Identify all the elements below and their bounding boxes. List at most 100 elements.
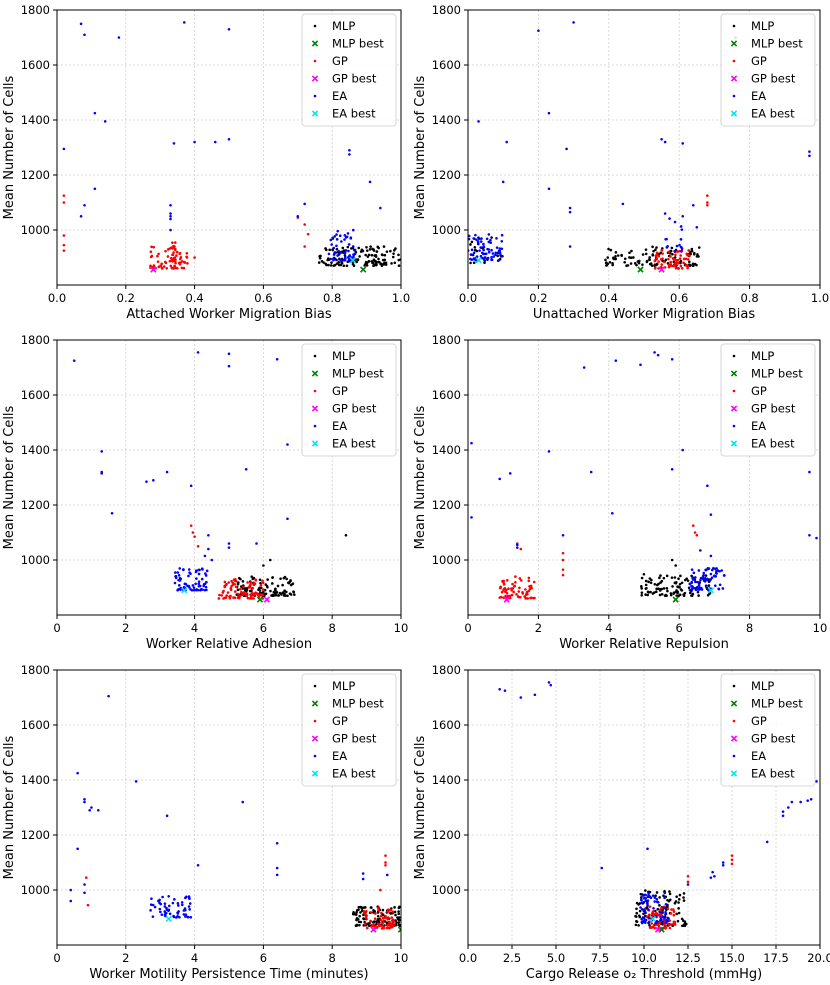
gp-point bbox=[663, 266, 667, 269]
gp-point bbox=[62, 249, 66, 252]
mlp-point bbox=[271, 593, 275, 597]
ea-point bbox=[611, 511, 614, 515]
mlp-point bbox=[325, 248, 328, 252]
mlp-point bbox=[628, 251, 631, 255]
ea-point bbox=[352, 253, 355, 256]
ea-point bbox=[478, 249, 481, 252]
legend-label: MLP best bbox=[332, 697, 384, 711]
mlp-point bbox=[647, 580, 650, 584]
ea-point bbox=[680, 250, 683, 253]
mlp-point bbox=[367, 924, 371, 927]
ea-point bbox=[621, 202, 625, 206]
y-tick-label: 1400 bbox=[21, 113, 50, 127]
ea-point bbox=[149, 909, 152, 912]
ea-point bbox=[303, 202, 306, 206]
ea-point bbox=[346, 256, 350, 259]
mlp-point bbox=[358, 914, 361, 918]
ea-point bbox=[107, 694, 110, 698]
mlp-point bbox=[241, 580, 245, 583]
gp-point bbox=[173, 248, 177, 252]
gp-point bbox=[149, 264, 152, 268]
ea-point bbox=[483, 256, 487, 260]
mlp-point bbox=[660, 579, 664, 583]
mlp-point bbox=[652, 249, 655, 253]
y-tick-label: 1400 bbox=[432, 773, 461, 787]
gp-point bbox=[376, 907, 380, 910]
mlp-point bbox=[377, 260, 381, 264]
x-tick-label: 0.8 bbox=[323, 291, 341, 305]
mlp-point bbox=[682, 896, 685, 899]
mlp-point bbox=[266, 578, 269, 581]
gp-point bbox=[377, 924, 381, 928]
x-tick-label: 20.0 bbox=[807, 951, 830, 965]
ea-point bbox=[479, 246, 482, 249]
ea-point bbox=[197, 572, 201, 576]
gp-point bbox=[706, 194, 709, 197]
ea-point bbox=[537, 29, 540, 32]
mlp-point bbox=[640, 591, 644, 594]
legend: MLP MLP best GP GP best EA EA best bbox=[720, 343, 816, 457]
ea-point bbox=[174, 574, 178, 578]
mlp-point bbox=[351, 912, 355, 916]
ea-point bbox=[188, 908, 191, 911]
gp-point bbox=[659, 258, 663, 261]
axes-frame bbox=[56, 9, 402, 286]
gp-point bbox=[686, 258, 690, 261]
mlp-point bbox=[660, 587, 664, 591]
gp-point bbox=[529, 585, 533, 589]
gp-point bbox=[673, 923, 677, 926]
ea-point bbox=[691, 203, 695, 207]
gp-point bbox=[498, 596, 502, 599]
legend-marker-ea-best bbox=[311, 110, 319, 117]
gp-point bbox=[386, 916, 390, 919]
gp-point bbox=[670, 264, 674, 268]
ea-point bbox=[815, 780, 818, 783]
mlp-point bbox=[668, 890, 671, 893]
ea-point bbox=[690, 580, 694, 584]
mlp-point bbox=[612, 256, 615, 260]
gp-point bbox=[193, 535, 196, 538]
gp-point bbox=[174, 266, 177, 269]
x-axis-label: Cargo Release o₂ Threshold (mmHg) bbox=[526, 967, 762, 982]
ea-point bbox=[327, 252, 331, 256]
mlp-point bbox=[651, 592, 655, 595]
ea-point bbox=[93, 111, 97, 115]
gp-point bbox=[561, 573, 565, 577]
ea-point bbox=[503, 689, 507, 692]
legend-marker-mlp-best bbox=[311, 370, 319, 377]
mlp-point bbox=[365, 261, 369, 265]
mlp-point bbox=[359, 911, 362, 914]
mlp-point bbox=[357, 920, 361, 924]
mlp-point bbox=[469, 261, 472, 265]
ea-point bbox=[715, 570, 718, 573]
legend-marker-ea bbox=[313, 754, 317, 758]
legend-label: MLP best bbox=[751, 367, 803, 381]
ea-point bbox=[348, 148, 351, 152]
gp-point bbox=[183, 261, 187, 264]
x-axis-label: Attached Worker Migration Bias bbox=[126, 307, 331, 322]
gp-point bbox=[529, 596, 532, 600]
mlp-point bbox=[293, 593, 296, 596]
legend-label: GP best bbox=[332, 732, 377, 746]
gp-point bbox=[384, 916, 387, 920]
gp-point bbox=[675, 259, 678, 262]
ea-best-marker bbox=[649, 915, 656, 923]
gp-point bbox=[193, 256, 196, 259]
ea-point bbox=[645, 901, 649, 904]
mlp-point bbox=[394, 913, 397, 917]
gp-point bbox=[231, 583, 235, 586]
ea-point bbox=[348, 153, 351, 156]
ea-point bbox=[663, 896, 666, 900]
ea-point bbox=[709, 876, 713, 879]
mlp-point bbox=[608, 260, 612, 264]
gp-point bbox=[678, 257, 682, 260]
legend-marker-mlp bbox=[732, 684, 736, 688]
ea-point bbox=[149, 903, 153, 906]
mlp-point bbox=[665, 594, 668, 597]
ea-point bbox=[275, 866, 279, 870]
mlp-point bbox=[344, 533, 348, 537]
legend: MLP MLP best GP GP best EA EA best bbox=[301, 673, 397, 787]
ea-point bbox=[163, 902, 167, 905]
ea-point bbox=[482, 248, 485, 252]
mlp-point bbox=[317, 261, 321, 264]
